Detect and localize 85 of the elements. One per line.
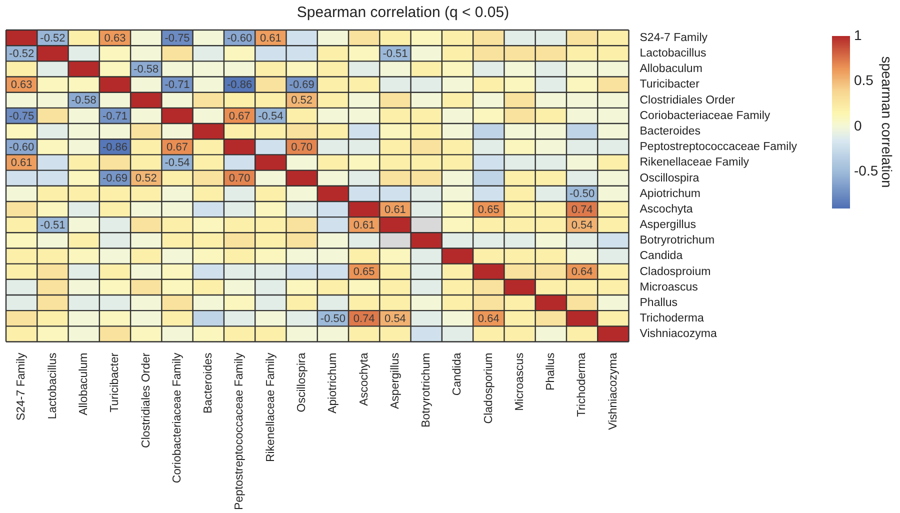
data-label: 0.54 xyxy=(571,219,593,232)
data-label: 0.65 xyxy=(353,266,375,278)
data-label: 0.52 xyxy=(135,172,157,185)
x-tick-label: Microascus xyxy=(514,352,526,411)
y-tick-label: Microascus xyxy=(640,281,698,294)
data-label: -0.51 xyxy=(40,219,66,232)
x-tick-label: Apiotrichum xyxy=(327,352,340,414)
x-tick-label: Candida xyxy=(452,352,464,396)
x-tick-label: Rikenellaceae Family xyxy=(264,352,277,462)
x-tick-label: S24-7 Family xyxy=(16,352,28,421)
y-tick-label: Bacteroides xyxy=(640,125,701,138)
data-label: -0.52 xyxy=(40,32,66,44)
y-tick-label: Botryrotrichum xyxy=(640,234,715,247)
x-tick-label: Aspergillus xyxy=(389,352,402,410)
x-tick-label: Clostridiales Order xyxy=(140,352,152,448)
x-tick-label: Phallus xyxy=(545,352,558,390)
y-tick-label: Oscillospira xyxy=(640,172,700,184)
data-label: 0.64 xyxy=(571,266,593,278)
data-label: -0.58 xyxy=(134,64,159,76)
data-label: -0.75 xyxy=(164,32,190,44)
data-label: 0.70 xyxy=(228,172,250,185)
x-tick-label: Cladosporium xyxy=(482,352,495,424)
y-tick-label: Clostridiales Order xyxy=(640,94,736,106)
data-label: -0.60 xyxy=(9,141,34,154)
y-tick-label: Apiotrichum xyxy=(640,188,700,200)
color-bar-title: spearman correlation xyxy=(879,56,896,188)
y-tick-label: Lactobacillus xyxy=(640,48,706,60)
data-label: -0.71 xyxy=(164,79,190,92)
data-label: -0.71 xyxy=(102,110,128,122)
x-tick-label: Bacteroides xyxy=(202,352,215,414)
data-label: -0.51 xyxy=(382,48,408,60)
data-label: -0.69 xyxy=(102,172,128,185)
y-tick-label: Trichoderma xyxy=(640,312,704,325)
data-label: 0.63 xyxy=(10,79,32,92)
data-label: 0.54 xyxy=(384,312,406,325)
x-tick-label: Coriobacteriaceae Family xyxy=(171,352,184,484)
data-label: 0.63 xyxy=(104,32,126,44)
color-bar-label: 0.5 xyxy=(854,72,874,88)
data-label: -0.58 xyxy=(71,94,96,107)
data-label: -0.52 xyxy=(9,48,34,60)
data-label: -0.54 xyxy=(164,157,190,170)
y-tick-label: Phallus xyxy=(640,296,678,309)
x-tick-label: Oscillospira xyxy=(296,352,308,412)
data-label: -0.75 xyxy=(9,110,34,122)
data-label: -0.54 xyxy=(258,110,284,122)
y-tick-label: Vishniacozyma xyxy=(640,328,718,340)
data-label: 0.61 xyxy=(384,204,406,216)
color-bar-label: 1 xyxy=(854,26,862,43)
x-tick-label: Turicibacter xyxy=(109,352,122,412)
y-tick-label: Coriobacteriaceae Family xyxy=(640,110,770,122)
data-label: 0.74 xyxy=(353,312,375,325)
y-tick-label: Rikenellaceae Family xyxy=(640,156,750,169)
data-label: -0.50 xyxy=(570,188,595,200)
y-tick-label: S24-7 Family xyxy=(640,32,708,44)
data-label: 0.67 xyxy=(228,110,250,122)
data-label: 0.61 xyxy=(353,219,375,232)
color-bar-label: 0 xyxy=(854,117,862,134)
y-tick-label: Candida xyxy=(640,250,684,262)
x-tick-label: Trichoderma xyxy=(576,352,588,417)
x-tick-label: Lactobacillus xyxy=(46,352,59,420)
data-label: 0.61 xyxy=(10,157,32,170)
x-tick-label: Ascochyta xyxy=(358,352,370,406)
data-label: -0.86 xyxy=(226,79,252,92)
data-label: 0.65 xyxy=(478,204,500,216)
x-tick-label: Peptostreptococcaceae Family xyxy=(234,352,246,510)
data-label: 0.67 xyxy=(166,141,188,154)
x-tick-label: Botryrotrichum xyxy=(420,352,433,428)
data-label: -0.86 xyxy=(102,141,128,154)
y-tick-label: Ascochyta xyxy=(640,203,694,216)
data-label: 0.52 xyxy=(291,94,313,107)
y-tick-label: Allobaculum xyxy=(640,63,702,76)
color-bar-label: -0.5 xyxy=(854,162,878,179)
y-tick-label: Peptostreptococcaceae Family xyxy=(640,141,798,154)
x-tick-label: Allobaculum xyxy=(78,352,90,416)
data-label: 0.74 xyxy=(571,204,593,216)
y-tick-label: Cladosproium xyxy=(640,266,711,278)
data-label: 0.64 xyxy=(478,312,500,325)
y-tick-label: Aspergillus xyxy=(640,219,696,232)
y-tick-label: Turicibacter xyxy=(640,78,700,91)
data-label: -0.69 xyxy=(289,79,314,92)
chart-title: Spearman correlation (q < 0.05) xyxy=(296,4,510,22)
data-label: -0.50 xyxy=(320,312,346,325)
data-label: 0.70 xyxy=(291,141,313,154)
data-label: 0.61 xyxy=(260,32,282,44)
data-label: -0.60 xyxy=(226,32,252,44)
